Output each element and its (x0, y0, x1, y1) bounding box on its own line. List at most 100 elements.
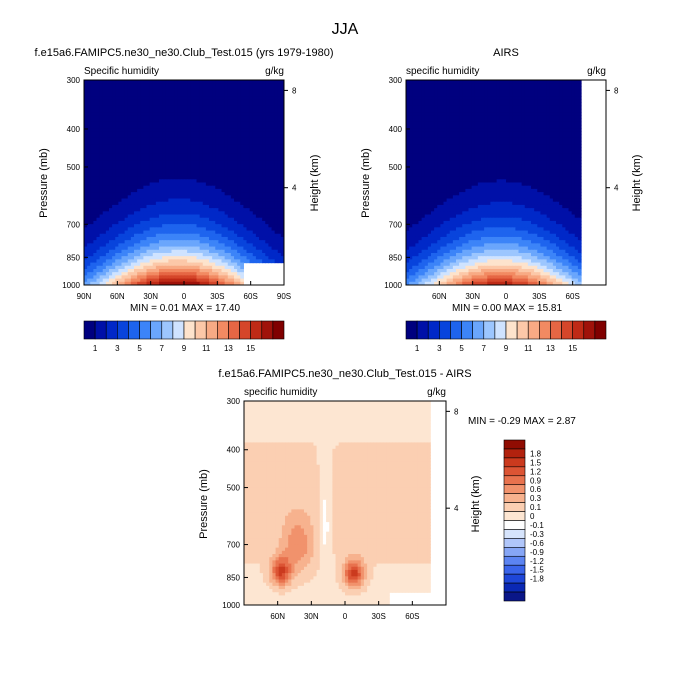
contour-cell (130, 208, 135, 212)
contour-cell (174, 96, 179, 100)
contour-cell (130, 259, 135, 264)
contour-cell (105, 214, 110, 219)
contour-cell (271, 169, 276, 174)
contour-cell (237, 272, 241, 276)
contour-cell (171, 176, 176, 180)
contour-cell (171, 89, 176, 94)
contour-cell (499, 83, 504, 88)
contour-cell (199, 201, 204, 206)
contour-cell (237, 246, 241, 251)
contour-cell (509, 108, 513, 113)
contour-cell (143, 236, 148, 241)
contour-cell (199, 176, 204, 180)
contour-cell (159, 192, 163, 196)
contour-cell (271, 153, 276, 158)
contour-cell (265, 252, 269, 257)
contour-cell (549, 118, 554, 123)
contour-cell (187, 240, 191, 244)
contour-cell (437, 115, 441, 120)
contour-cell (443, 131, 448, 136)
contour-cell (515, 83, 520, 88)
contour-cell (277, 102, 282, 107)
contour-cell (509, 105, 513, 110)
contour-cell (474, 118, 479, 123)
contour-cell (105, 169, 110, 174)
contour-cell (93, 137, 98, 142)
contour-cell (180, 179, 185, 184)
contour-cell (146, 278, 151, 283)
contour-cell (221, 163, 226, 168)
contour-cell (215, 233, 219, 238)
contour-cell (549, 83, 554, 88)
contour-cell (415, 92, 420, 97)
contour-cell (84, 185, 88, 190)
contour-cell (268, 220, 273, 225)
contour-cell (90, 249, 94, 254)
contour-cell (193, 128, 198, 132)
contour-cell (199, 275, 204, 280)
contour-cell (118, 278, 123, 283)
contour-cell (174, 249, 179, 254)
contour-cell (205, 233, 210, 238)
contour-cell (537, 115, 541, 120)
contour-cell (112, 144, 116, 148)
panel-model: f.e15a6.FAMIPC5.ne30_ne30.Club_Test.015 … (34, 47, 333, 353)
contour-cell (196, 182, 201, 187)
contour-cell (427, 99, 432, 104)
contour-cell (262, 134, 266, 139)
contour-cell (202, 140, 207, 145)
contour-cell (221, 195, 226, 200)
contour-cell (196, 86, 201, 91)
contour-cell (462, 131, 466, 136)
contour-cell (146, 281, 151, 285)
contour-cell (259, 83, 263, 88)
contour-cell (227, 217, 232, 222)
contour-cell (421, 118, 426, 123)
contour-cell (152, 198, 157, 203)
contour-cell (212, 240, 216, 244)
contour-cell (96, 83, 101, 88)
contour-cell (265, 115, 269, 120)
contour-cell (171, 121, 176, 126)
contour-cell (124, 172, 129, 177)
contour-cell (234, 268, 238, 273)
contour-cell (255, 192, 260, 196)
contour-cell (149, 144, 154, 148)
contour-cell (159, 246, 163, 251)
contour-cell (246, 240, 251, 244)
contour-cell (96, 89, 101, 94)
contour-cell (171, 272, 176, 276)
contour-cell (193, 262, 198, 267)
contour-cell (193, 230, 198, 235)
contour-cell (230, 249, 235, 254)
contour-cell (509, 118, 513, 123)
contour-cell (130, 236, 135, 241)
contour-cell (127, 182, 132, 187)
contour-cell (277, 243, 282, 248)
contour-cell (565, 92, 570, 97)
contour-cell (155, 96, 160, 100)
contour-cell (96, 163, 101, 168)
contour-cell (502, 102, 507, 107)
contour-cell (149, 214, 154, 219)
contour-cell (124, 243, 129, 248)
contour-cell (127, 249, 132, 254)
contour-cell (227, 246, 232, 251)
contour-cell (268, 115, 273, 120)
contour-cell (268, 252, 273, 257)
contour-cell (512, 121, 516, 126)
contour-cell (265, 192, 269, 196)
contour-cell (109, 275, 113, 280)
contour-cell (255, 176, 260, 180)
contour-cell (527, 92, 532, 97)
contour-cell (96, 176, 101, 180)
contour-cell (549, 121, 554, 126)
contour-cell (184, 150, 188, 155)
contour-cell (149, 204, 154, 209)
contour-cell (102, 112, 107, 116)
contour-cell (162, 112, 166, 116)
contour-cell (102, 172, 107, 177)
contour-cell (109, 278, 113, 283)
contour-cell (168, 192, 173, 196)
contour-cell (196, 160, 201, 164)
